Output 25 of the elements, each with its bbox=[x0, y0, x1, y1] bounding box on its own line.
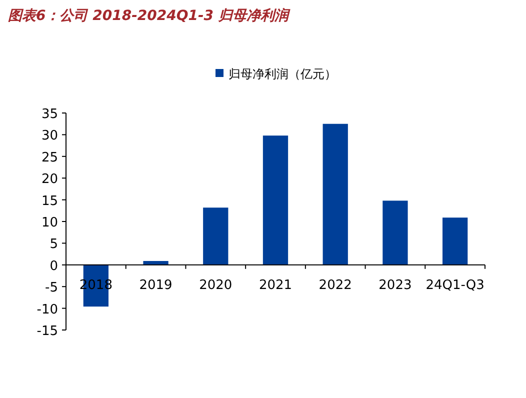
bar bbox=[322, 124, 348, 265]
x-tick-label: 2020 bbox=[199, 278, 232, 293]
y-tick-label: 10 bbox=[41, 216, 58, 230]
bar bbox=[143, 260, 168, 265]
y-tick-label: 15 bbox=[41, 194, 58, 209]
chart-title: 图表6：公司 2018-2024Q1-3 归母净利润 bbox=[8, 7, 290, 24]
y-tick-label: 5 bbox=[50, 237, 58, 252]
y-tick-label: -10 bbox=[36, 302, 58, 318]
y-tick-label: -15 bbox=[36, 324, 58, 339]
x-tick-label: 2019 bbox=[139, 278, 172, 293]
y-tick-label: 35 bbox=[41, 107, 58, 122]
bar bbox=[262, 136, 288, 265]
y-tick-label: 20 bbox=[41, 172, 58, 188]
bar bbox=[442, 218, 468, 265]
x-tick-label: 2021 bbox=[258, 278, 292, 293]
x-tick-label: 2022 bbox=[318, 278, 352, 293]
x-tick-label: 2023 bbox=[378, 278, 412, 293]
legend-label: 归母净利润（亿元） bbox=[228, 67, 336, 81]
x-tick-label: 24Q1-Q3 bbox=[426, 278, 484, 293]
y-tick-label: 30 bbox=[41, 128, 58, 144]
y-tick-label: 25 bbox=[41, 150, 58, 166]
bar bbox=[203, 208, 228, 265]
y-tick-label: 0 bbox=[50, 258, 58, 274]
y-tick-label: -5 bbox=[45, 280, 58, 296]
bar bbox=[382, 200, 408, 265]
